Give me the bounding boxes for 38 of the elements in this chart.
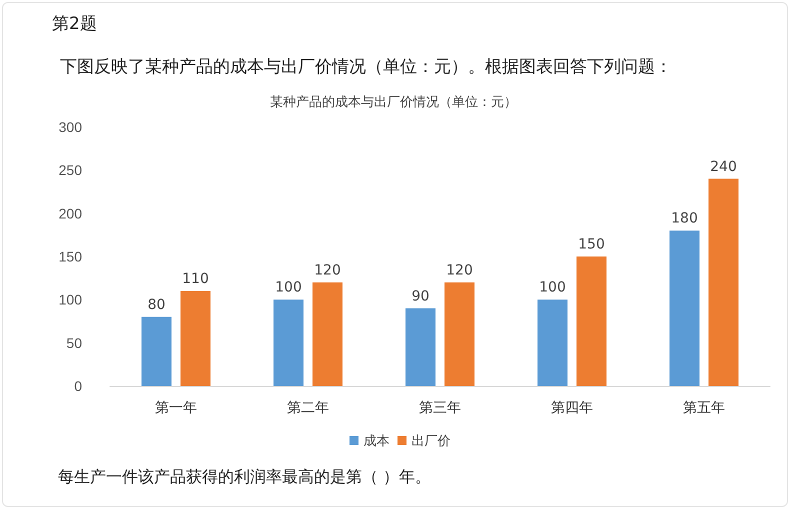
bar	[142, 316, 172, 386]
bar	[180, 291, 210, 386]
data-label: 150	[578, 236, 605, 252]
data-label: 240	[710, 158, 737, 175]
bar	[538, 300, 568, 386]
y-tick-label: 100	[58, 292, 82, 308]
data-label: 120	[314, 262, 341, 278]
text: 第2题	[52, 13, 97, 35]
bar	[444, 282, 474, 386]
y-tick-label: 250	[58, 162, 82, 178]
y-tick-label: 300	[58, 119, 82, 135]
bar	[274, 300, 304, 386]
data-label: 180	[671, 210, 698, 227]
bar	[670, 230, 700, 386]
y-tick-label: 150	[58, 248, 82, 264]
x-tick-label: 第五年	[683, 399, 725, 415]
y-tick-label: 0	[74, 378, 82, 394]
bar	[576, 256, 606, 386]
text: 每生产一件该产品获得的利润率最高的是第（ ）年。	[58, 467, 432, 488]
x-tick-label: 第三年	[419, 399, 461, 415]
legend-label: 成本	[364, 433, 390, 448]
data-label: 120	[446, 262, 473, 278]
y-tick-label: 200	[58, 205, 82, 222]
data-label: 80	[148, 296, 166, 313]
data-label: 100	[539, 280, 566, 296]
bar	[312, 282, 342, 386]
x-tick-label: 第一年	[155, 399, 197, 415]
data-label: 110	[182, 271, 209, 288]
chart-title: 某种产品的成本与出厂价情况（单位：元）	[270, 94, 517, 109]
text: 下图反映了某种产品的成本与出厂价情况（单位：元）。根据图表回答下列问题：	[60, 56, 672, 78]
bar	[406, 308, 436, 386]
x-tick-label: 第二年	[287, 399, 329, 415]
bar	[708, 178, 738, 386]
data-label: 90	[412, 288, 430, 304]
data-label: 100	[275, 280, 302, 296]
legend-label: 出厂价	[412, 433, 450, 448]
y-tick-label: 50	[66, 334, 82, 351]
x-tick-label: 第四年	[551, 399, 593, 415]
